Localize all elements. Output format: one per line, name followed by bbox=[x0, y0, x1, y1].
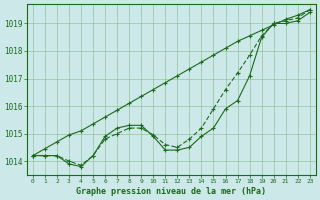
X-axis label: Graphe pression niveau de la mer (hPa): Graphe pression niveau de la mer (hPa) bbox=[76, 187, 266, 196]
